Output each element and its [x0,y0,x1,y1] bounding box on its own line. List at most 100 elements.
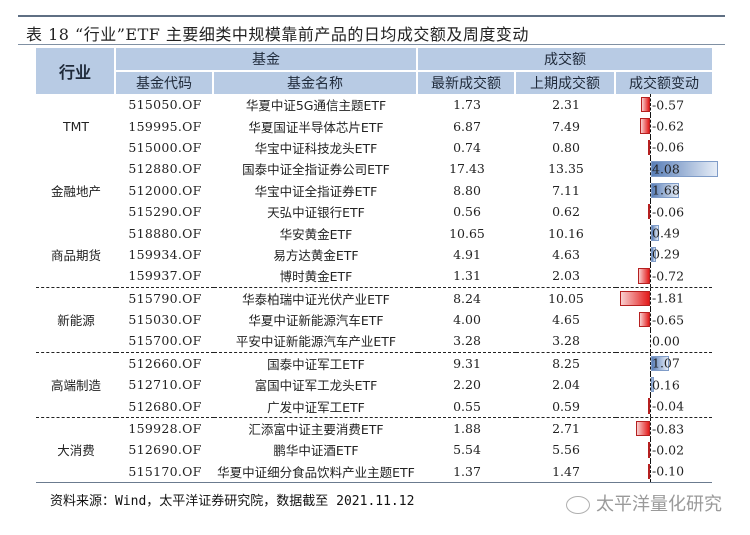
wechat-icon [566,496,590,514]
fund-name-cell: 易方达黄金ETF [273,247,359,263]
industry-cell [36,330,116,351]
positive-databar [651,377,654,393]
industry-cell [36,222,116,243]
negative-databar [638,268,650,284]
databar-axis [650,460,651,483]
prev-volume-cell: 8.25 [516,351,616,374]
fund-name-cell: 华宝中证全指证券ETF [254,183,378,199]
industry-cell [36,137,116,158]
prev-volume-cell: 2.04 [552,377,580,393]
table-title: 表 18 “行业”ETF 主要细类中规模靠前产品的日均成交额及周度变动 [26,25,529,44]
industry-cell [36,461,116,484]
positive-databar [651,355,669,372]
watermark: 太平洋量化研究 [566,490,722,516]
volume-change-value: 0.00 [652,333,680,349]
negative-databar [640,97,650,113]
positive-databar [651,182,679,198]
negative-databar [648,203,650,220]
prev-volume-cell: 0.59 [552,398,580,414]
volume-change-value: -1.81 [652,290,685,306]
fund-name-cell: 国泰中证军工ETF [214,351,418,374]
volume-change-cell: -0.65 [616,308,712,331]
databar-axis [650,374,651,396]
fund-code-cell: 515790.OF [116,286,214,309]
databar-axis [650,115,651,137]
fund-code-cell: 515700.OF [128,333,202,349]
table-row: 515170.OF 华夏中证细分食品饮料产业主题ETF 1.37 1.47 -0.10 [36,460,712,484]
prev-volume-cell: 2.03 [552,268,580,284]
fund-code-cell: 512880.OF [128,161,202,177]
volume-change-value: 1.07 [652,355,680,371]
databar-axis [650,200,651,223]
databar-axis [650,94,651,116]
databar-axis [650,265,651,287]
table-body: 515050.OF 华夏中证5G通信主题ETF 1.73 2.31 -0.57 TMT 15… [36,94,719,484]
volume-change-cell: -0.04 [616,395,712,417]
latest-volume-cell: 1.73 [453,97,481,113]
fund-name-cell: 华夏中证新能源汽车ETF [248,313,384,329]
latest-volume-cell: 0.74 [453,139,481,155]
fund-name-cell: 天弘中证银行ETF [267,205,365,221]
volume-change-cell: 0.00 [616,330,712,352]
databar-axis [650,417,651,440]
prev-volume-cell: 10.05 [516,286,616,309]
table-row: 515000.OF 华宝中证科技龙头ETF 0.74 0.80 -0.06 [36,136,712,159]
volume-change-cell: 1.07 [616,351,712,375]
header-industry: 行业 [36,48,116,94]
volume-change-cell: -0.06 [616,136,712,159]
volume-change-value: 4.08 [652,161,680,177]
prev-volume-cell: 2.31 [552,97,580,113]
positive-databar [651,246,656,263]
volume-change-value: -0.62 [652,118,685,134]
prev-volume-cell: 7.11 [552,182,580,198]
industry-cell [36,395,116,416]
table-row: 商品期货 159934.OF 易方达黄金ETF 4.91 4.63 0.29 [36,243,712,266]
fund-name-cell: 华夏国证半导体芯片ETF [248,119,384,135]
fund-name-cell: 国泰中证全指证券公司ETF [242,162,390,178]
header-latest-volume: 最新成交额 [418,72,516,94]
negative-databar [639,311,650,328]
etf-volume-table: 行业 基金 成交额 基金代码 基金名称 最新成交额 上期成交额 成交额变动 51… [36,48,719,484]
volume-change-value: -0.65 [652,312,685,328]
table-row: 515290.OF 天弘中证银行ETF 0.56 0.62 -0.06 [36,200,712,223]
industry-cell [36,265,116,286]
prev-volume-cell: 7.49 [552,118,580,134]
negative-databar [648,139,650,156]
databar-axis [650,308,651,331]
table-row: 159928.OF 汇添富中证主要消费ETF 1.88 2.71 -0.83 [36,416,712,440]
source-note: 资料来源：Wind，太平洋证券研究院，数据截至 2021.11.12 [50,494,415,509]
volume-change-value: -0.57 [652,97,685,113]
table-row: 512880.OF 国泰中证全指证券公司ETF 17.43 13.35 4.08 [36,158,719,180]
fund-code-cell: 159937.OF [128,268,202,284]
volume-change-value: 0.29 [652,246,680,262]
volume-change-cell: 0.49 [616,222,712,244]
prev-volume-cell: 2.71 [516,416,616,439]
fund-code-cell: 159995.OF [128,118,202,134]
prev-volume-cell: 3.28 [552,333,580,349]
fund-name-cell: 华夏中证5G通信主题ETF [245,98,387,114]
prev-volume-cell: 4.65 [552,312,580,328]
volume-change-cell: -0.72 [616,265,712,287]
header-group-volume: 成交额 [418,48,712,72]
databar-axis [650,330,651,352]
latest-volume-cell: 2.20 [453,377,481,393]
prev-volume-cell: 5.56 [552,442,580,458]
latest-volume-cell: 4.91 [453,246,481,262]
prev-volume-cell: 4.63 [552,246,580,262]
industry-cell: TMT [62,118,90,134]
latest-volume-cell: 5.54 [453,442,481,458]
table-row: 512680.OF 广发中证军工ETF 0.55 0.59 -0.04 [36,395,712,417]
volume-change-cell: -0.10 [616,460,712,484]
latest-volume-cell: 8.80 [453,182,481,198]
fund-code-cell: 515170.OF [116,461,214,484]
fund-code-cell: 515030.OF [128,312,202,328]
databar-axis [650,395,651,417]
table-row: 515790.OF 华泰柏瑞中证光伏产业ETF 8.24 10.05 -1.81 [36,286,712,309]
fund-name-cell: 华夏中证细分食品饮料产业主题ETF [214,461,418,484]
fund-name-cell: 华安黄金ETF [279,226,353,242]
latest-volume-cell: 0.55 [453,398,481,414]
fund-code-cell: 515290.OF [128,204,202,220]
latest-volume-cell: 8.24 [418,286,516,309]
volume-change-cell: -0.62 [616,115,712,137]
latest-volume-cell: 0.56 [453,204,481,220]
